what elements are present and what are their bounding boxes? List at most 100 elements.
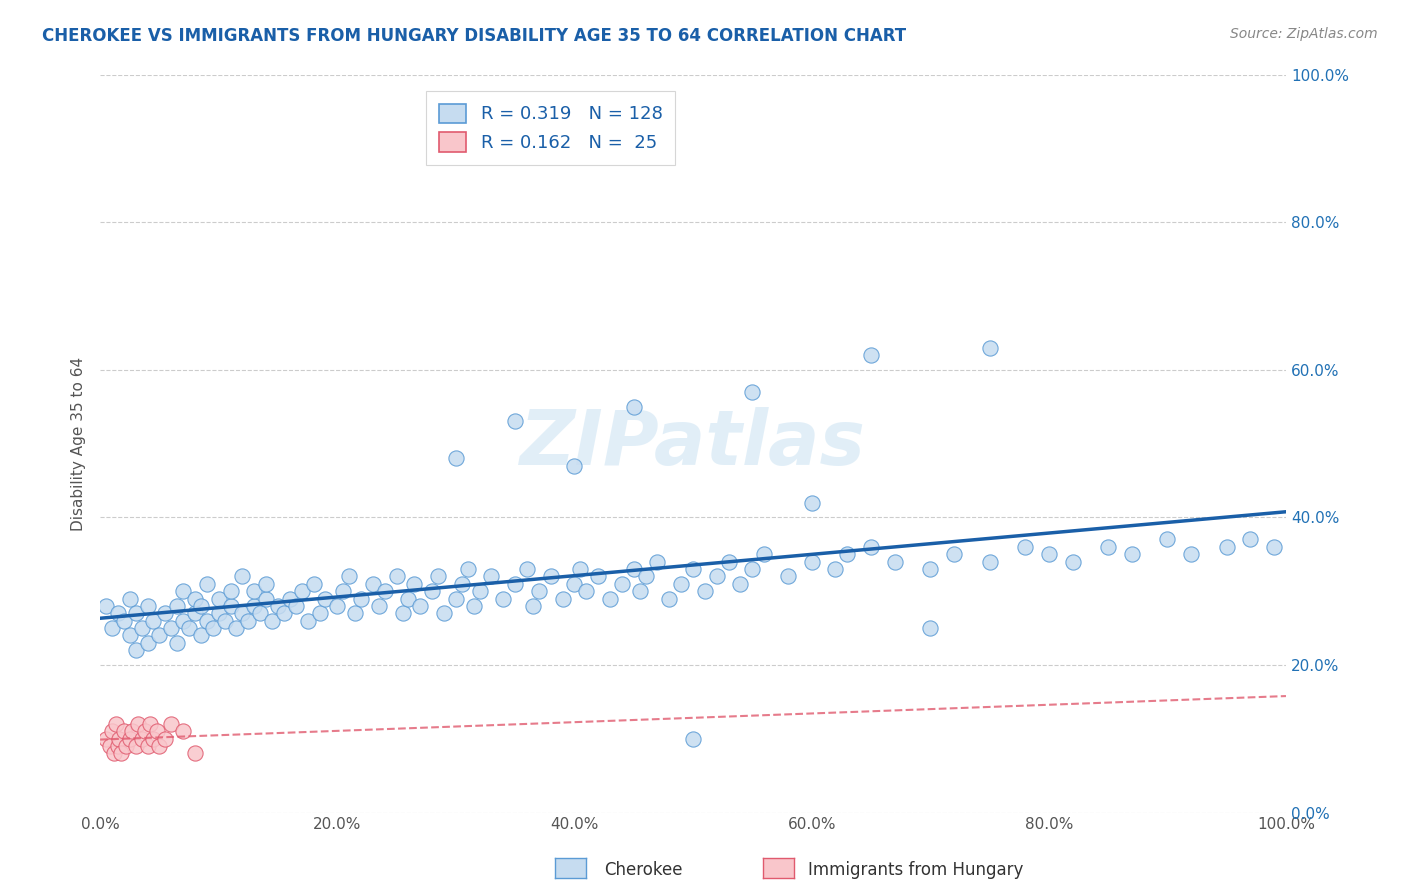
Point xyxy=(374,584,396,599)
Point xyxy=(1038,547,1060,561)
Point xyxy=(564,458,586,473)
Point xyxy=(121,724,143,739)
Point xyxy=(1014,540,1036,554)
Point xyxy=(1097,540,1119,554)
Point xyxy=(166,599,188,613)
Point xyxy=(231,569,253,583)
Point xyxy=(104,717,127,731)
Point xyxy=(284,599,307,613)
Point xyxy=(94,599,117,613)
Point xyxy=(492,591,515,606)
Point xyxy=(979,555,1001,569)
Point xyxy=(219,599,242,613)
Point xyxy=(658,591,681,606)
Point xyxy=(184,591,207,606)
Point xyxy=(231,607,253,621)
Point xyxy=(837,547,859,561)
Point xyxy=(1239,533,1261,547)
Point xyxy=(314,591,336,606)
Point xyxy=(125,607,148,621)
Point xyxy=(262,614,284,628)
Point xyxy=(267,599,290,613)
Point xyxy=(647,555,669,569)
Point xyxy=(94,731,117,746)
Point xyxy=(516,562,538,576)
Point xyxy=(350,591,373,606)
Point xyxy=(586,569,609,583)
Point xyxy=(824,562,846,576)
Point xyxy=(463,599,485,613)
Point xyxy=(693,584,716,599)
Point xyxy=(125,643,148,657)
Point xyxy=(367,599,389,613)
Point xyxy=(859,348,882,362)
Point xyxy=(444,451,467,466)
Point xyxy=(139,717,162,731)
Point xyxy=(101,724,124,739)
Point xyxy=(404,576,426,591)
Point xyxy=(569,562,592,576)
Legend: R = 0.319   N = 128, R = 0.162   N =  25: R = 0.319 N = 128, R = 0.162 N = 25 xyxy=(426,91,675,165)
Point xyxy=(503,414,526,428)
Text: Cherokee: Cherokee xyxy=(605,861,683,879)
Point xyxy=(142,614,165,628)
Point xyxy=(208,591,231,606)
Point xyxy=(219,584,242,599)
Point xyxy=(344,607,367,621)
Point xyxy=(1121,547,1143,561)
Point xyxy=(134,724,156,739)
Point xyxy=(148,739,170,753)
Point xyxy=(166,636,188,650)
Point xyxy=(1156,533,1178,547)
Point xyxy=(859,540,882,554)
Point xyxy=(409,599,432,613)
Point xyxy=(136,636,159,650)
Point xyxy=(142,731,165,746)
Point xyxy=(682,562,704,576)
Point xyxy=(107,739,129,753)
Y-axis label: Disability Age 35 to 64: Disability Age 35 to 64 xyxy=(72,357,86,531)
Point xyxy=(184,607,207,621)
Point xyxy=(297,614,319,628)
Point xyxy=(118,731,141,746)
Point xyxy=(190,599,212,613)
Point xyxy=(623,400,645,414)
Point xyxy=(457,562,479,576)
Point xyxy=(682,731,704,746)
Point xyxy=(628,584,651,599)
Point xyxy=(450,576,472,591)
Point xyxy=(942,547,965,561)
Point xyxy=(326,599,349,613)
Point xyxy=(1215,540,1237,554)
Point xyxy=(278,591,301,606)
Point xyxy=(385,569,408,583)
Point xyxy=(741,384,763,399)
Point xyxy=(184,747,207,761)
Point xyxy=(610,576,633,591)
Point xyxy=(468,584,491,599)
Point xyxy=(1180,547,1202,561)
Point xyxy=(623,562,645,576)
Point xyxy=(208,607,231,621)
Point xyxy=(800,495,823,509)
Point xyxy=(669,576,692,591)
Point xyxy=(273,607,295,621)
Point xyxy=(243,599,266,613)
Point xyxy=(337,569,360,583)
Text: Source: ZipAtlas.com: Source: ZipAtlas.com xyxy=(1230,27,1378,41)
Point xyxy=(160,621,183,635)
Point xyxy=(118,628,141,642)
Point xyxy=(160,717,183,731)
Point xyxy=(800,555,823,569)
Point xyxy=(172,724,194,739)
Point xyxy=(527,584,550,599)
Point xyxy=(177,621,200,635)
Point xyxy=(883,555,905,569)
Point xyxy=(575,584,598,599)
Point xyxy=(551,591,574,606)
Point xyxy=(225,621,247,635)
Point xyxy=(754,547,776,561)
Point xyxy=(131,731,153,746)
Point xyxy=(634,569,657,583)
Point xyxy=(136,739,159,753)
